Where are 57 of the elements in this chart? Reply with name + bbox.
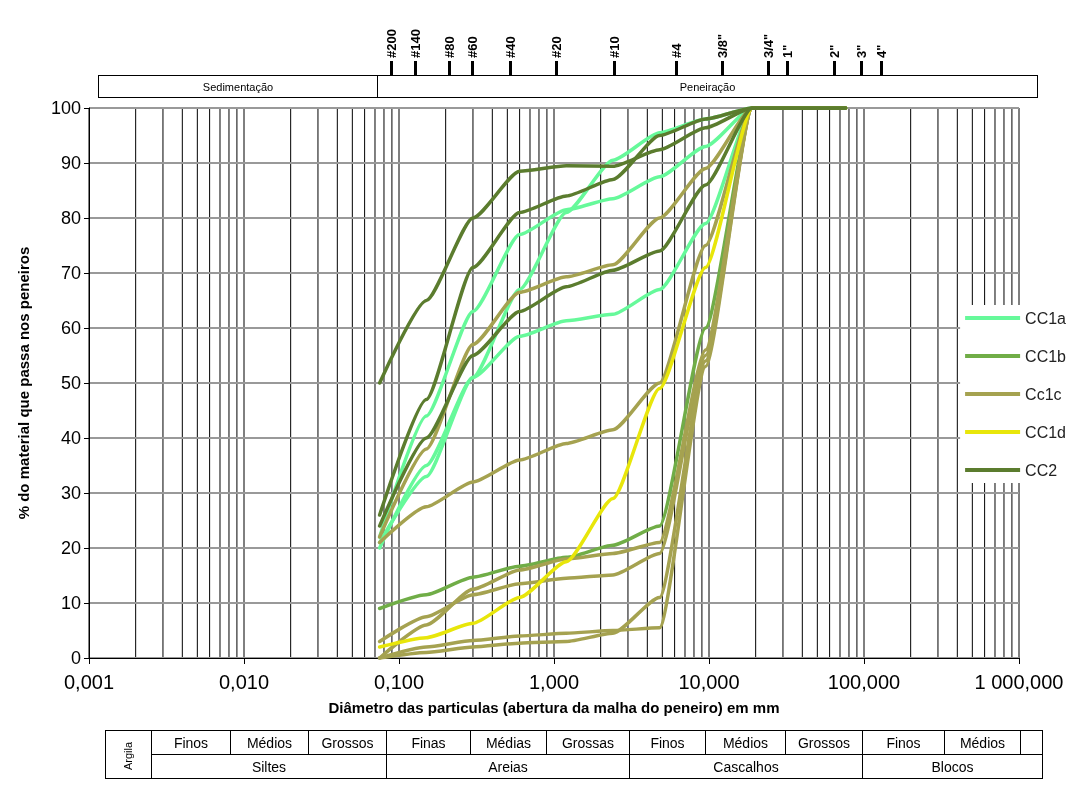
text: 3/8": [714, 32, 730, 58]
text: Cascalhos: [629, 754, 863, 779]
text: Areias: [386, 754, 630, 779]
y-tick-label: 80: [60, 208, 81, 228]
y-tick-label: 10: [60, 593, 81, 613]
text: Grossas: [546, 730, 630, 755]
text: Grossos: [308, 730, 387, 755]
x-tick-label: 0,100: [373, 671, 425, 693]
text: Sedimentação: [98, 75, 378, 98]
text: Finas: [386, 730, 471, 755]
x-tick-label: 100,000: [827, 671, 901, 693]
text: Siltes: [151, 754, 387, 779]
y-tick-label: 90: [60, 153, 81, 173]
text: 2": [826, 43, 842, 58]
y-tick-label: 50: [60, 373, 81, 393]
legend-label: CC1d: [1025, 423, 1066, 441]
y-tick-label: 0: [70, 648, 81, 668]
legend-label: CC1a: [1025, 309, 1067, 327]
y-tick-label: 20: [60, 538, 81, 558]
legend-label: Cc1c: [1025, 385, 1062, 403]
text: Blocos: [862, 754, 1043, 779]
text: #140: [407, 28, 423, 58]
text: Finos: [862, 730, 945, 755]
text: Médios: [705, 730, 786, 755]
text: #20: [548, 35, 564, 58]
text: Médios: [944, 730, 1021, 755]
text: #80: [441, 35, 457, 58]
text: #10: [606, 35, 622, 58]
x-tick-label: 0,010: [218, 671, 270, 693]
text: #40: [502, 35, 518, 58]
legend-label: CC1b: [1025, 347, 1067, 365]
text: Médias: [470, 730, 547, 755]
text: 4": [873, 43, 889, 58]
text: Finos: [151, 730, 231, 755]
text: 1": [779, 43, 795, 58]
legend-label: CC2: [1025, 461, 1058, 479]
y-tick-label: 60: [60, 318, 81, 338]
text: #60: [464, 35, 480, 58]
y-tick-label: 100: [50, 98, 81, 118]
x-axis-title: Diâmetro das particulas (abertura da malha do peneiro) em mm: [328, 699, 780, 716]
y-axis-title: % do material que passa nos peneiros: [15, 246, 32, 520]
text: 3/4": [760, 32, 776, 58]
x-tick-label: 1 000,000: [974, 671, 1064, 693]
text: 3": [853, 43, 869, 58]
y-tick-label: 30: [60, 483, 81, 503]
text: #200: [383, 28, 399, 58]
y-tick-label: 70: [60, 263, 81, 283]
text: Médios: [230, 730, 309, 755]
text: Grossos: [785, 730, 863, 755]
x-tick-label: 0,001: [63, 671, 115, 693]
text: #4: [668, 42, 684, 58]
text: Argila: [122, 741, 135, 770]
y-tick-label: 40: [60, 428, 81, 448]
text: Peneiração: [377, 75, 1038, 98]
x-tick-label: 1,000: [528, 671, 580, 693]
text: Finos: [629, 730, 706, 755]
x-tick-label: 10,000: [678, 671, 740, 693]
